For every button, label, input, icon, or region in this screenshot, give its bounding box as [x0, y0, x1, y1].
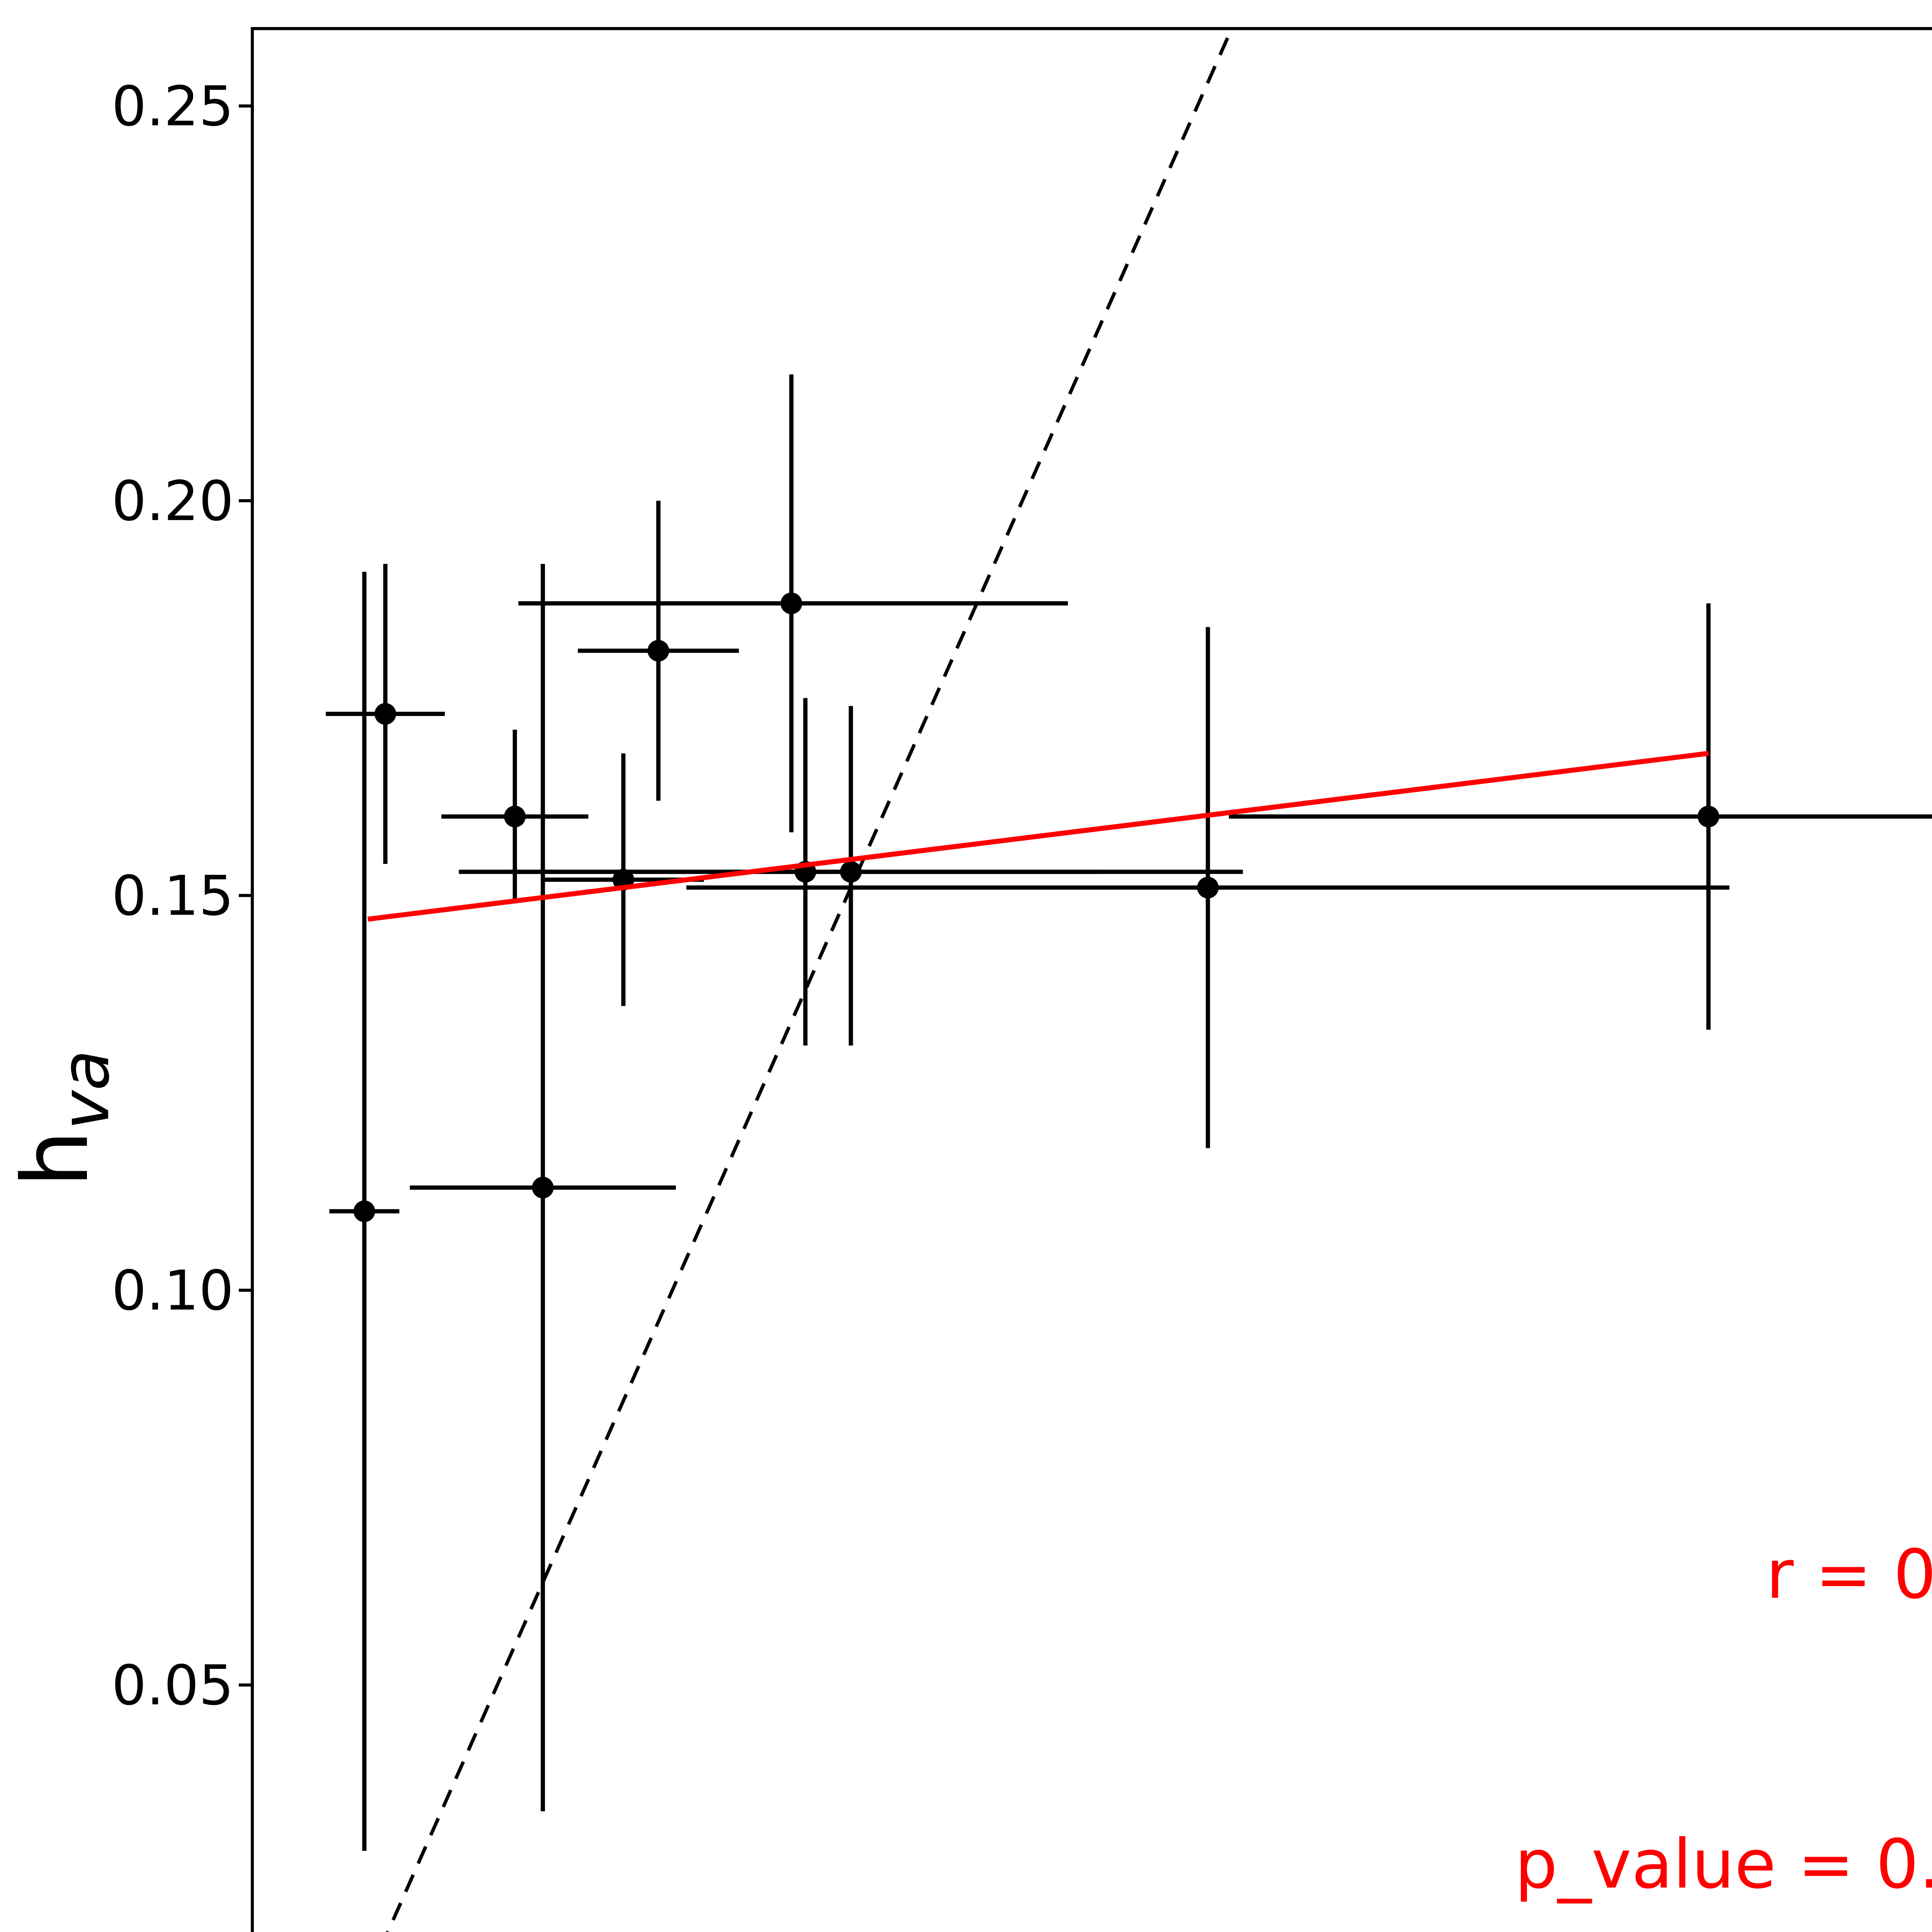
p-value-annotation: p_value = 0.442: [1515, 1825, 1932, 1904]
axes-box: [251, 27, 1932, 1932]
plot-area: 0.00.10.20.30.40.50.000.050.100.150.200.…: [112, 27, 1932, 1932]
data-point: [1197, 877, 1219, 899]
y-tick-label: 0.20: [112, 469, 234, 533]
y-tick-label: 0.05: [112, 1654, 234, 1718]
data-point: [353, 1200, 375, 1222]
data-point: [1697, 806, 1719, 828]
data-point: [374, 703, 396, 725]
y-tick-label: 0.25: [112, 75, 234, 138]
data-point: [504, 806, 526, 828]
data-point: [781, 592, 803, 614]
y-axis-label-base: h: [3, 1130, 109, 1187]
r-annotation: r = 0.259: [1766, 1536, 1932, 1614]
data-point: [840, 861, 862, 883]
y-axis-label: hva: [3, 1050, 124, 1187]
fit-line: [367, 751, 1709, 922]
identity-line: [386, 28, 1233, 1932]
data-point: [647, 640, 669, 662]
data-point: [532, 1177, 554, 1199]
y-tick-label: 0.15: [112, 864, 234, 928]
y-tick-label: 0.10: [112, 1259, 234, 1323]
y-axis-label-subscript: va: [46, 1050, 124, 1130]
